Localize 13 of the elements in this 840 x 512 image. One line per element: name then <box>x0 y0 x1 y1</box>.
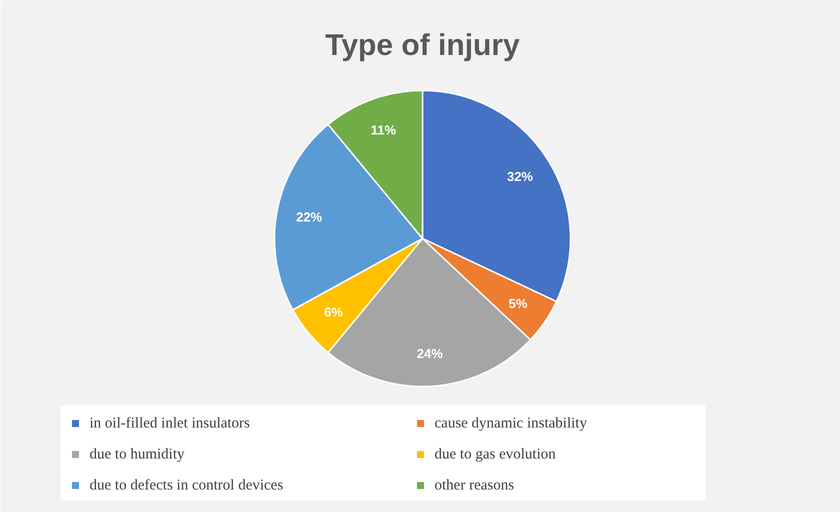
legend-label: cause dynamic instability <box>434 416 588 432</box>
legend-label: other reasons <box>434 478 514 494</box>
data-label: 22% <box>296 209 323 224</box>
legend-label: due to defects in control devices <box>90 478 284 494</box>
legend-label: in oil-filled inlet insulators <box>90 416 250 432</box>
chart-title: Type of injury <box>325 29 520 62</box>
data-label: 32% <box>506 169 534 184</box>
legend-label: due to humidity <box>90 446 185 462</box>
data-label: 6% <box>324 304 344 320</box>
legend-label: due to gas evolution <box>434 446 556 462</box>
data-label: 5% <box>508 296 528 311</box>
data-label: 24% <box>416 346 444 362</box>
data-label: 11% <box>370 122 396 138</box>
